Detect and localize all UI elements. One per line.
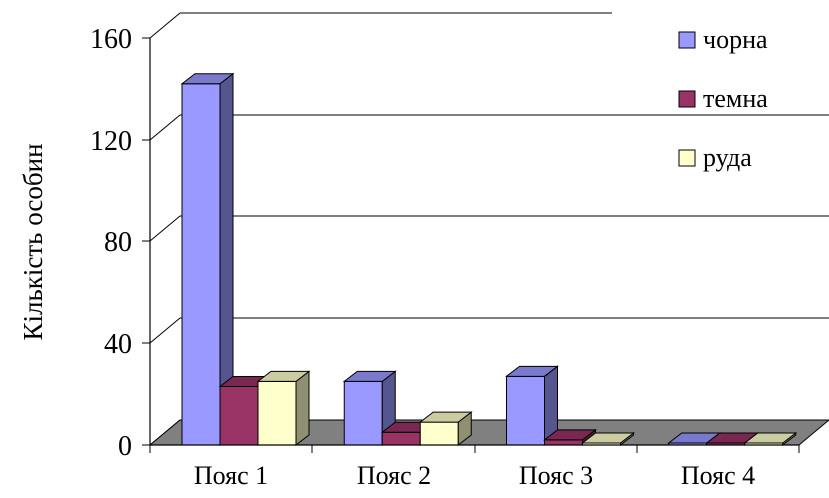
x-category-label-1: Пояс 1 [194,461,268,490]
legend-label-2: темна [703,84,768,113]
y-axis: 0 40 80 120 160 [90,24,151,462]
y-tick-label-120: 120 [90,126,132,157]
bar-front [381,431,421,446]
gridline-160 [149,12,181,39]
bar-3-3 [581,431,635,447]
bar-front [257,380,297,446]
gridlines [149,12,829,446]
legend: чорна темна руда [678,25,768,172]
bar-top [256,370,311,382]
legend-swatch-3 [678,149,696,167]
bar-3-1 [505,365,559,447]
bar-top [505,365,559,377]
legend-label-3: руда [703,143,752,172]
legend-label-1: чорна [703,25,768,54]
bar-front [506,375,545,446]
gridline-120 [149,114,181,141]
bar-front [219,385,259,446]
bars [180,72,798,447]
y-tick-label-160: 160 [90,24,132,55]
y-tick-label-80: 80 [104,227,132,258]
x-category-label-4: Пояс 4 [681,461,755,490]
bar-2-3 [418,411,473,447]
bar-top [180,73,235,85]
x-category-label-2: Пояс 2 [357,461,431,490]
x-axis: Пояс 1 Пояс 2 Пояс 3 Пояс 4 [149,444,800,490]
gridline-80 [149,215,181,242]
y-axis-title: Кількість особин [18,143,48,340]
bar-top [543,429,597,441]
bar-side [295,370,310,447]
bar-front [343,380,383,446]
bar-4-3 [743,431,798,447]
gridline-40 [149,317,181,344]
y-tick-label-0: 0 [118,431,132,462]
bar-front [419,421,459,446]
bar-1-1 [180,72,235,447]
bar-top [743,432,798,444]
bar-top [581,432,635,444]
legend-swatch-1 [678,31,696,49]
x-category-label-3: Пояс 3 [519,461,593,490]
bar-front [544,439,583,446]
y-tick-label-40: 40 [104,329,132,360]
bar-1-3 [256,370,311,447]
legend-swatch-2 [678,90,696,108]
bar-front [181,83,221,446]
bar-top [342,370,397,382]
bar-top [418,411,473,423]
